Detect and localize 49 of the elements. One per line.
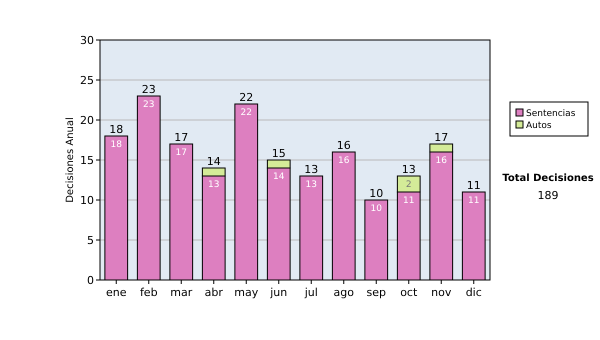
data-label: 10 bbox=[370, 204, 382, 214]
x-tick-label: dic bbox=[466, 286, 482, 299]
x-tick-label: feb bbox=[140, 286, 158, 299]
x-tick-label: jun bbox=[269, 286, 288, 299]
total-label: 17 bbox=[174, 131, 188, 144]
y-tick-label: 20 bbox=[80, 114, 94, 127]
x-tick-label: ago bbox=[334, 286, 354, 299]
data-label: 11 bbox=[468, 196, 480, 206]
y-tick-label: 30 bbox=[80, 34, 94, 47]
total-label: 17 bbox=[434, 131, 448, 144]
total-label: 22 bbox=[239, 91, 254, 104]
data-label: 16 bbox=[338, 156, 350, 166]
text: Total Decisiones bbox=[502, 173, 594, 184]
total-label: 18 bbox=[109, 123, 124, 136]
data-label: 2 bbox=[406, 180, 412, 190]
total-label: 16 bbox=[336, 139, 351, 152]
total-label: 15 bbox=[272, 147, 286, 160]
y-tick-label: 10 bbox=[80, 194, 94, 207]
data-label: 18 bbox=[110, 140, 122, 150]
data-label: 13 bbox=[208, 180, 220, 190]
data-label: 17 bbox=[176, 148, 187, 158]
x-tick-label: nov bbox=[431, 286, 452, 299]
total-label: 11 bbox=[466, 179, 481, 192]
data-label: 11 bbox=[403, 196, 414, 206]
y-tick-label: 15 bbox=[80, 154, 94, 167]
y-axis-title: Decisiones Anual bbox=[65, 117, 76, 203]
y-tick-label: 5 bbox=[87, 234, 94, 247]
legend-label: Autos bbox=[526, 121, 552, 131]
total-label: 13 bbox=[304, 163, 318, 176]
data-label: 22 bbox=[240, 108, 252, 118]
y-tick-label: 25 bbox=[80, 74, 94, 87]
legend-label: Sentencias bbox=[526, 109, 576, 119]
data-label: 23 bbox=[143, 100, 154, 110]
total-label: 13 bbox=[402, 163, 416, 176]
total-label: 23 bbox=[142, 83, 156, 96]
y-tick-label: 0 bbox=[87, 274, 94, 287]
x-tick-label: mar bbox=[170, 286, 193, 299]
x-tick-label: jul bbox=[304, 286, 318, 299]
data-label: 14 bbox=[273, 172, 285, 182]
x-tick-label: oct bbox=[400, 286, 418, 299]
x-tick-label: ene bbox=[106, 286, 127, 299]
x-tick-label: abr bbox=[204, 286, 224, 299]
text: 189 bbox=[538, 189, 558, 202]
x-tick-label: may bbox=[234, 286, 259, 299]
x-tick-label: sep bbox=[366, 286, 386, 299]
data-label: 16 bbox=[436, 156, 448, 166]
total-label: 14 bbox=[206, 155, 221, 168]
total-label: 10 bbox=[369, 187, 384, 200]
data-label: 13 bbox=[306, 180, 317, 190]
